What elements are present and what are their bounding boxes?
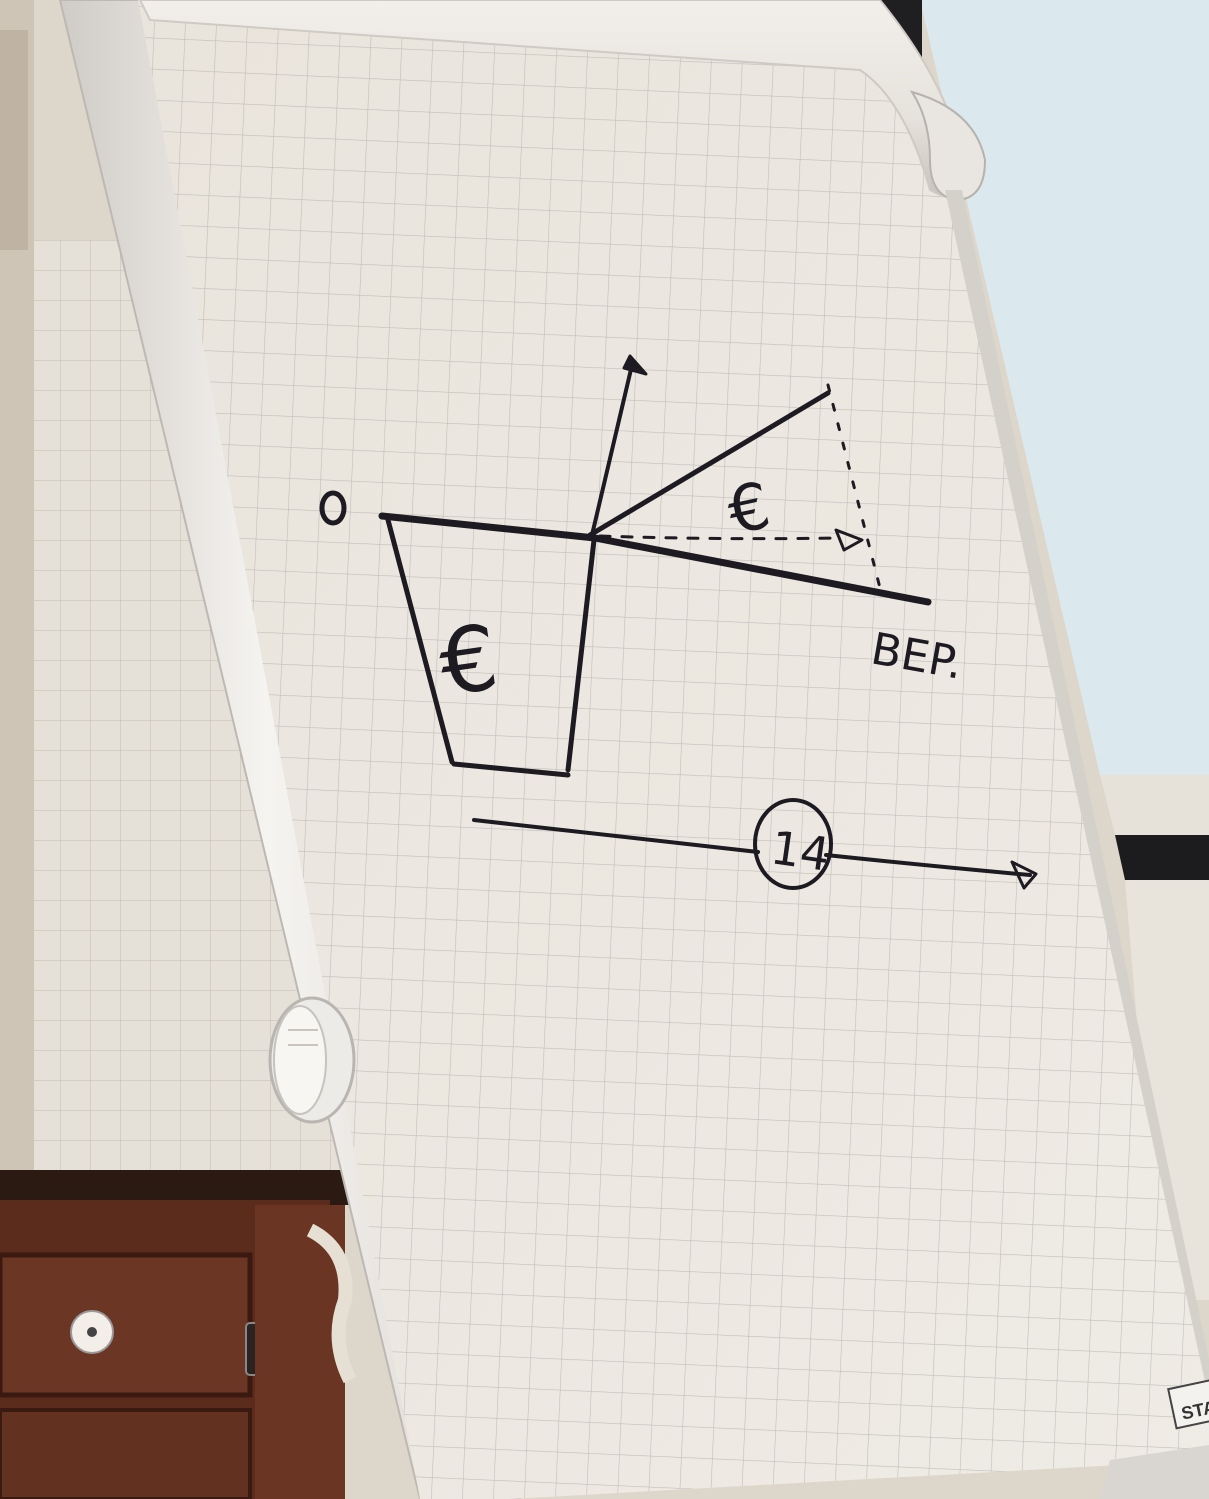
dashed-horizontal xyxy=(598,534,842,541)
timeline-line xyxy=(472,818,1032,877)
bucket-left-side xyxy=(385,517,455,765)
diagonal-line xyxy=(587,390,831,538)
stand-right-rail xyxy=(945,190,1209,1400)
cabinet-drawer xyxy=(0,1252,253,1398)
shelf-right-dark xyxy=(1115,835,1209,880)
flipchart-paper-grid xyxy=(138,0,1209,1499)
cabinet-scroll xyxy=(306,1223,357,1384)
bucket-bottom xyxy=(451,761,571,778)
dotted-vertical xyxy=(826,383,882,590)
window-sky xyxy=(920,0,1209,775)
shelf-right xyxy=(1100,775,1209,835)
up-arrowhead xyxy=(622,354,648,376)
shelf-right-lower xyxy=(1125,880,1209,1300)
timeline-circle xyxy=(753,798,833,890)
bottom-tray xyxy=(1100,1445,1209,1499)
left-wall-trim-shadow xyxy=(0,30,28,250)
drawer-knob-center xyxy=(87,1327,97,1337)
cabinet-lower-panel xyxy=(0,1408,252,1499)
timeline-arrowhead xyxy=(1010,860,1038,890)
marker-drawing xyxy=(319,354,1038,890)
clamp-knob[interactable] xyxy=(268,996,356,1124)
circle-label: 14 xyxy=(768,820,833,882)
dashed-arrowhead xyxy=(834,528,864,552)
cabinet-top xyxy=(0,1170,350,1205)
brand-tag: STAR xyxy=(1167,1377,1209,1430)
bucket-right-side xyxy=(565,537,597,773)
origin-circle xyxy=(319,490,347,526)
up-arrow-line xyxy=(590,363,634,537)
